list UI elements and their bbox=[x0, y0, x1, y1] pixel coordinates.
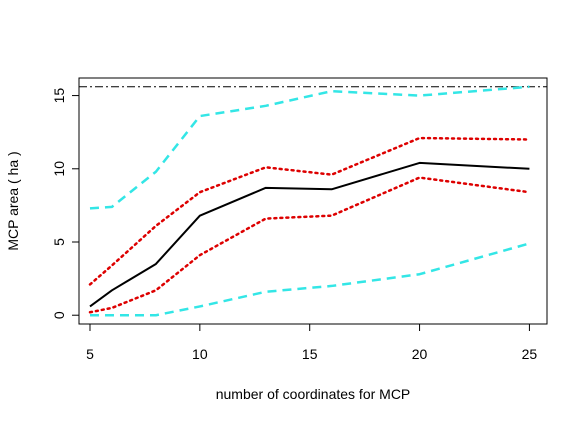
y-tick-label: 15 bbox=[51, 88, 67, 104]
x-tick-label: 25 bbox=[522, 346, 538, 362]
x-tick-label: 20 bbox=[412, 346, 428, 362]
x-axis-title: number of coordinates for MCP bbox=[216, 386, 411, 402]
y-tick-label: 5 bbox=[51, 238, 67, 246]
y-tick-label: 0 bbox=[51, 311, 67, 319]
y-axis-title: MCP area ( ha ) bbox=[5, 151, 21, 250]
x-tick-label: 10 bbox=[192, 346, 208, 362]
x-tick-label: 15 bbox=[302, 346, 318, 362]
y-tick-label: 10 bbox=[51, 161, 67, 177]
x-tick-label: 5 bbox=[86, 346, 94, 362]
